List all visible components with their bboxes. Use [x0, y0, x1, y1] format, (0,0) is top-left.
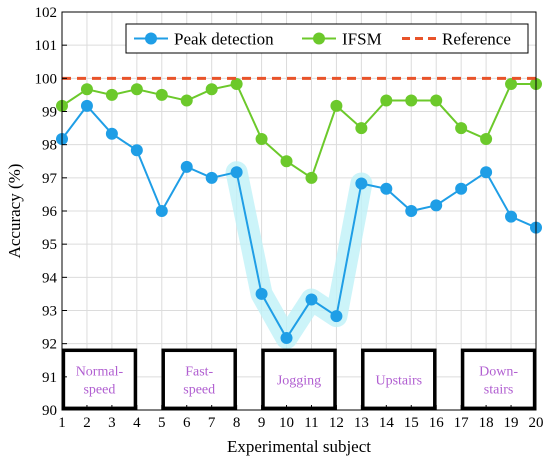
series-point [105, 88, 118, 101]
y-tick-label: 102 [35, 5, 58, 21]
y-tick-label: 92 [42, 337, 57, 353]
y-tick-label: 95 [42, 237, 57, 253]
legend-label: Peak detection [174, 30, 274, 49]
y-tick-label: 94 [42, 270, 58, 286]
series-point [480, 133, 493, 146]
y-tick-label: 90 [42, 403, 57, 419]
x-tick-label: 20 [529, 415, 544, 431]
x-tick-label: 14 [379, 415, 395, 431]
series-point [305, 293, 318, 306]
series-point [130, 83, 143, 96]
series-point [430, 199, 443, 212]
series-point [230, 166, 243, 179]
group-label: Fast- [185, 364, 213, 379]
x-tick-label: 15 [404, 415, 419, 431]
series-point [230, 77, 243, 90]
series-point [355, 122, 368, 135]
x-tick-label: 19 [504, 415, 519, 431]
x-tick-label: 11 [304, 415, 318, 431]
x-axis-label: Experimental subject [227, 437, 371, 456]
group-label: Down- [479, 364, 518, 379]
x-tick-label: 6 [183, 415, 191, 431]
x-tick-label: 2 [83, 415, 91, 431]
group-box [161, 348, 237, 411]
axis-ticks: 1 2 3 4 5 6 7 8 9 10 11 12 13 14 15 16 17 18 19 20909192939… [35, 5, 544, 431]
series-point [105, 127, 118, 140]
series-point [330, 99, 343, 112]
series-point [205, 83, 218, 96]
y-tick-label: 99 [42, 105, 57, 121]
series-point [505, 210, 518, 223]
y-tick-label: 97 [42, 171, 58, 187]
y-tick-label: 93 [42, 304, 57, 320]
series-point [130, 144, 143, 157]
legend-swatch-marker [145, 32, 157, 45]
series-point [180, 160, 193, 173]
legend-swatch-marker [313, 32, 325, 45]
series-point [405, 94, 418, 107]
x-tick-label: 12 [329, 415, 344, 431]
data-series [56, 76, 542, 345]
series-point [455, 122, 468, 135]
series-point [205, 171, 218, 184]
series-point [430, 94, 443, 107]
series-point [80, 83, 93, 96]
x-tick-label: 10 [279, 415, 294, 431]
x-tick-label: 5 [158, 415, 166, 431]
series-point [455, 182, 468, 195]
legend-label: IFSM [342, 30, 382, 49]
series-point [280, 155, 293, 168]
group-label: Upstairs [375, 373, 422, 388]
series-point [180, 94, 193, 107]
x-tick-label: 16 [429, 415, 445, 431]
group-label: stairs [484, 382, 514, 397]
series-point [480, 166, 493, 179]
series-point [405, 205, 418, 217]
x-tick-label: 3 [108, 415, 116, 431]
x-tick-label: 7 [208, 415, 216, 431]
x-tick-label: 8 [233, 415, 241, 431]
y-tick-label: 98 [42, 138, 57, 154]
x-tick-label: 13 [354, 415, 369, 431]
legend: Peak detection IFSM Reference [125, 23, 529, 54]
series-point [155, 205, 168, 217]
group-box [361, 348, 437, 411]
activity-groups: Normal-speed Fast-speed Jogging Upstairs Dow… [61, 348, 537, 411]
series-point [155, 88, 168, 101]
series-point [355, 177, 368, 190]
y-axis-label: Accuracy (%) [5, 164, 24, 259]
group-label: Jogging [277, 373, 321, 388]
x-tick-label: 4 [133, 415, 141, 431]
x-tick-label: 18 [479, 415, 494, 431]
series-point [255, 133, 268, 146]
x-tick-label: 1 [58, 415, 66, 431]
series-point [305, 171, 318, 184]
series-point [330, 310, 343, 323]
legend-label: Reference [442, 30, 511, 49]
x-tick-label: 9 [258, 415, 266, 431]
group-label: Normal- [76, 364, 124, 379]
group-box [460, 348, 537, 411]
series-point [255, 287, 268, 300]
y-tick-label: 100 [35, 71, 58, 87]
group-label: speed [183, 382, 215, 397]
series-point [80, 99, 93, 112]
series-point [380, 182, 393, 195]
group-label: speed [83, 382, 115, 397]
series-point [380, 94, 393, 107]
y-tick-label: 96 [42, 204, 58, 220]
series-point [505, 77, 518, 90]
group-box [61, 348, 138, 411]
x-tick-label: 17 [454, 415, 470, 431]
series-point [280, 332, 293, 345]
y-tick-label: 91 [42, 370, 57, 386]
y-tick-label: 101 [35, 38, 58, 54]
group-box [261, 348, 337, 411]
